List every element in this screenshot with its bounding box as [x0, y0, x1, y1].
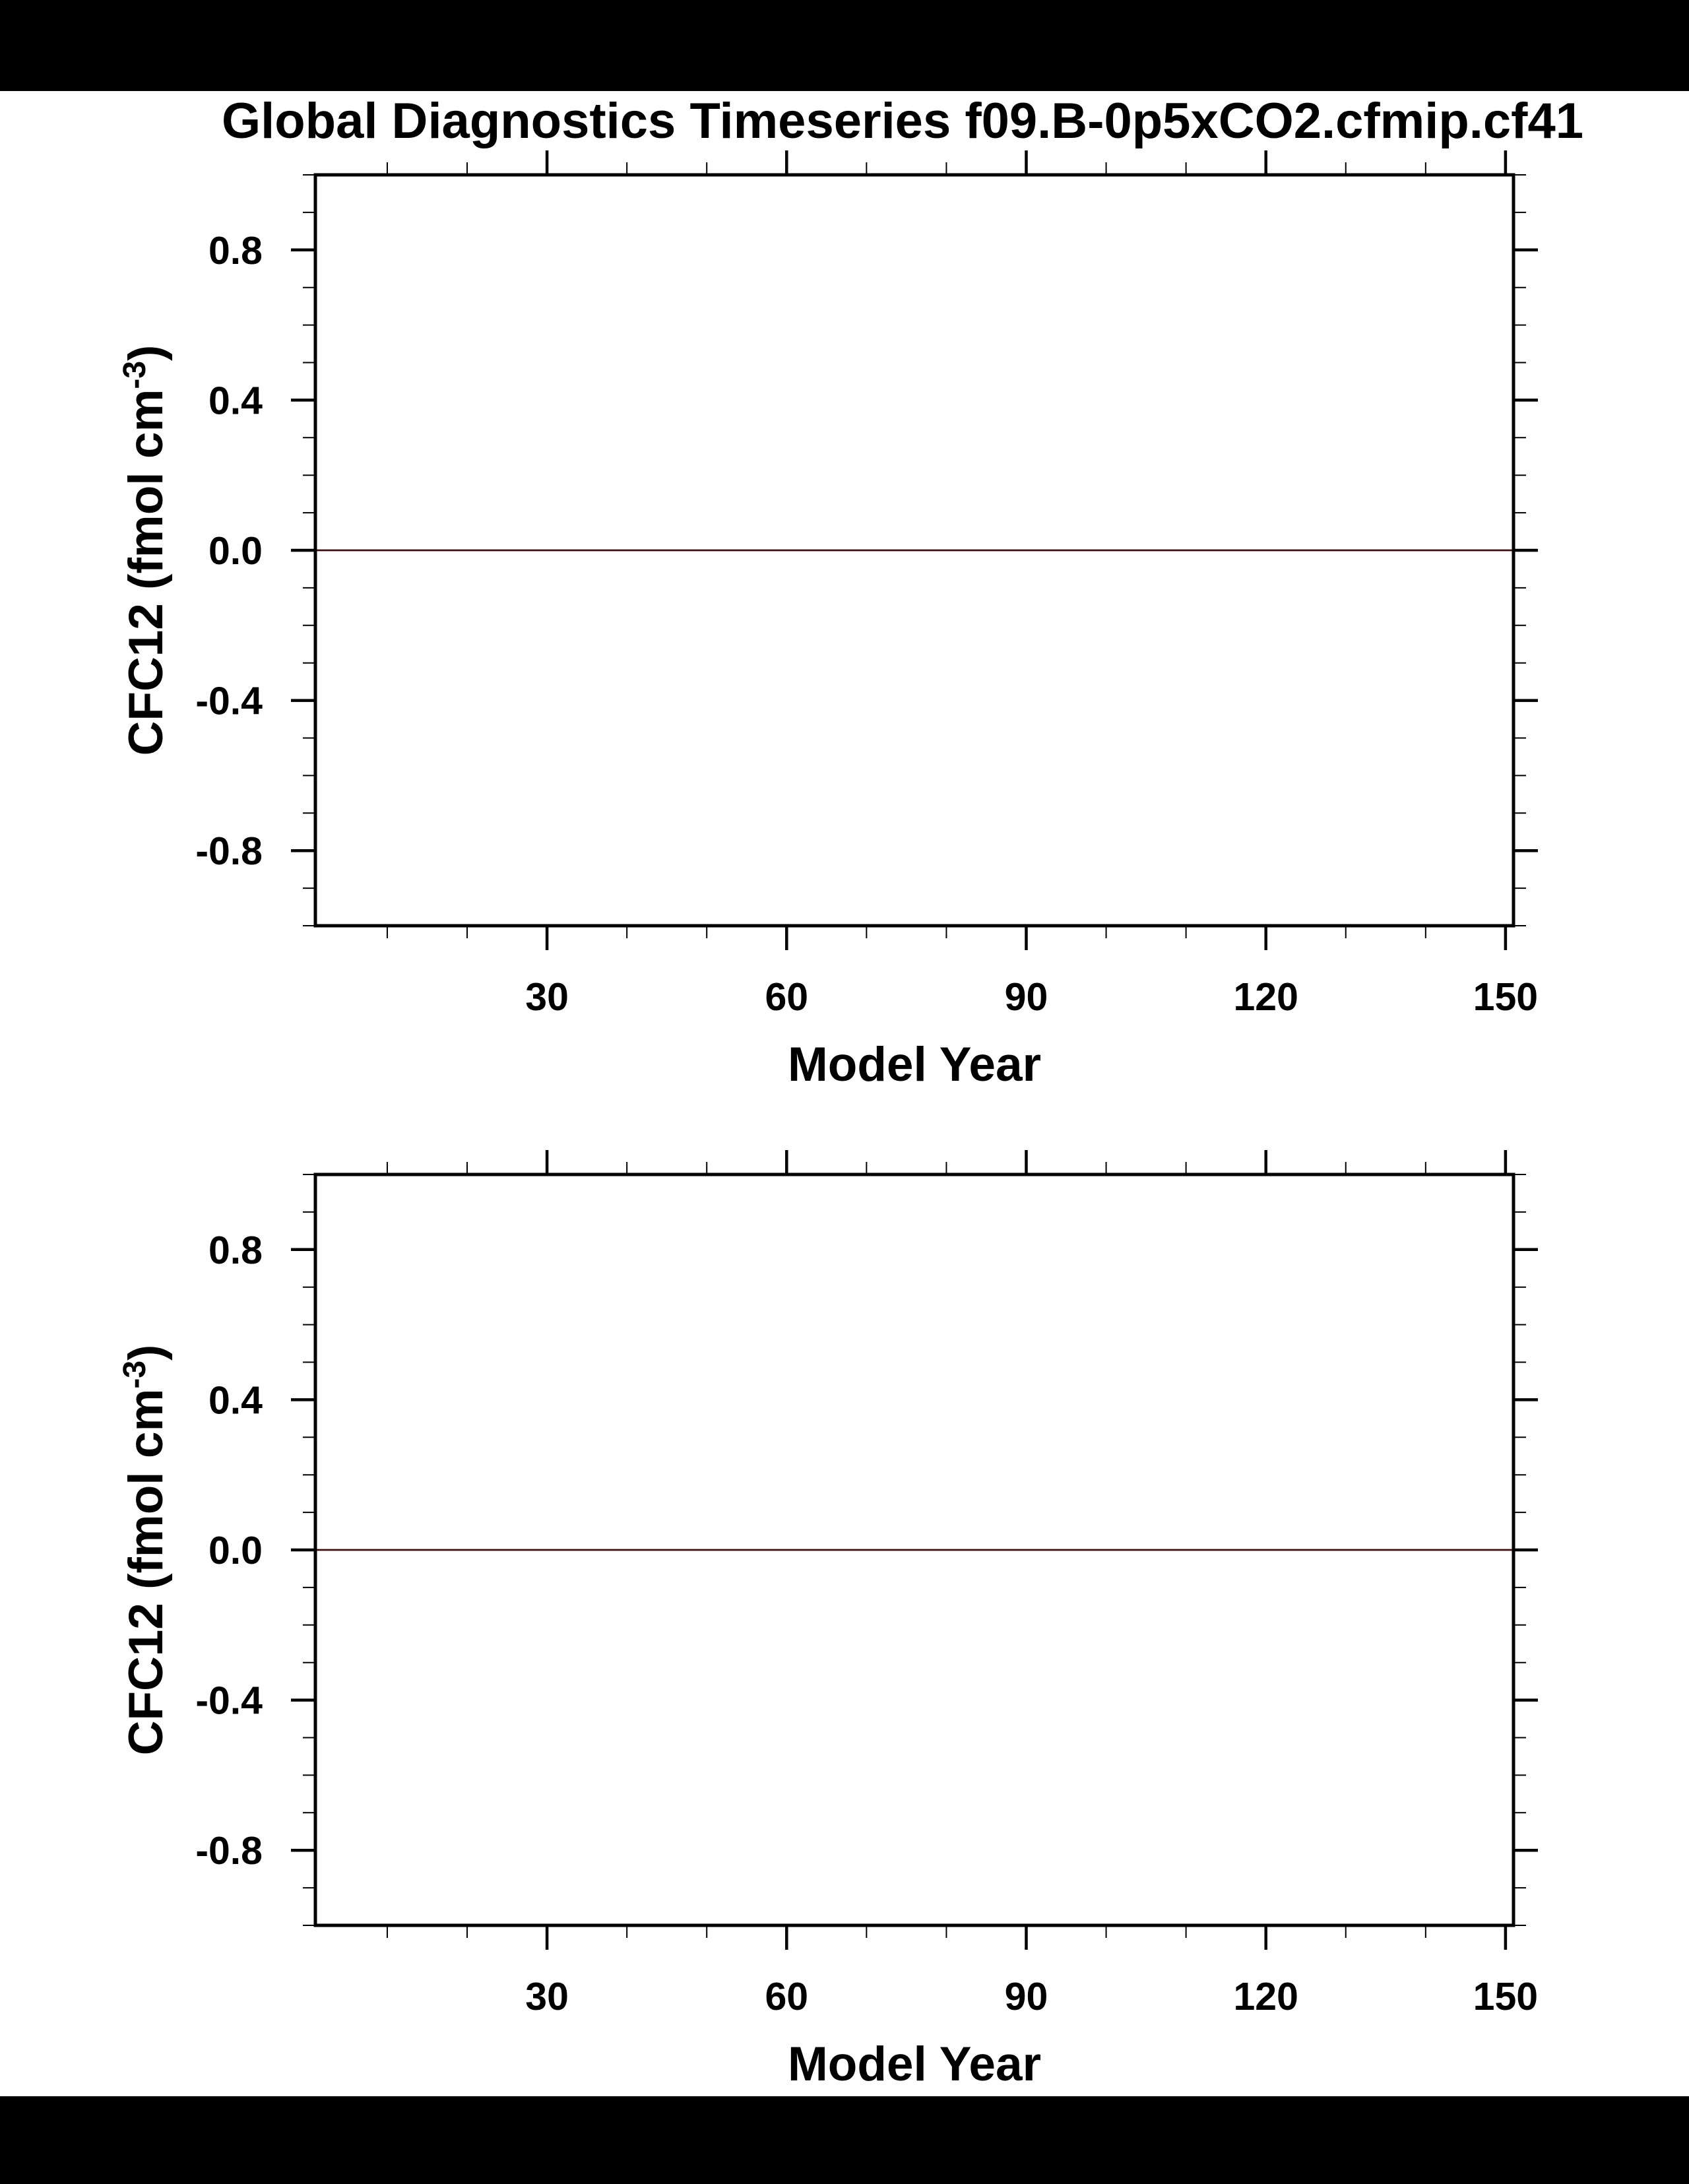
x-tick-label: 120	[1233, 1975, 1298, 2018]
y-axis-title: CFC12 (fmol cm-3)	[117, 345, 173, 756]
x-axis-title: Model Year	[788, 2038, 1041, 2091]
y-tick-label: 0.0	[208, 1529, 263, 1572]
x-tick-label: 60	[765, 975, 808, 1019]
x-tick-label: 60	[765, 1975, 808, 2018]
y-tick-label: 0.0	[208, 529, 263, 573]
y-tick-label: 0.8	[208, 229, 263, 273]
y-axis-title: CFC12 (fmol cm-3)	[117, 1345, 173, 1756]
y-tick-label: 0.8	[208, 1229, 263, 1272]
plot-2: 0.8 0.4 0.0 -0.4 -0.8 30 60 90 120 150 Model Year C…	[117, 1150, 1538, 2091]
y-tick-label: 0.4	[208, 1378, 263, 1422]
plot-1: 0.8 0.4 0.0 -0.4 -0.8 30 60 90 120 150 Model Year C…	[117, 150, 1538, 1091]
x-axis-title: Model Year	[788, 1038, 1041, 1091]
x-tick-label: 30	[525, 975, 569, 1019]
x-tick-label: 90	[1005, 1975, 1048, 2018]
x-tick-label: 150	[1473, 975, 1538, 1019]
x-tick-label: 150	[1473, 1975, 1538, 2018]
x-tick-label: 120	[1233, 975, 1298, 1019]
x-tick-label: 90	[1005, 975, 1048, 1019]
x-tick-label: 30	[525, 1975, 569, 2018]
page-title: Global Diagnostics Timeseries f09.B-0p5x…	[221, 93, 1584, 149]
y-tick-label: -0.8	[195, 829, 263, 873]
y-tick-label: 0.4	[208, 379, 263, 422]
y-tick-label: -0.4	[195, 1679, 263, 1723]
y-tick-label: -0.4	[195, 680, 263, 723]
y-tick-label: -0.8	[195, 1829, 263, 1873]
plot-panel	[0, 91, 1689, 2096]
